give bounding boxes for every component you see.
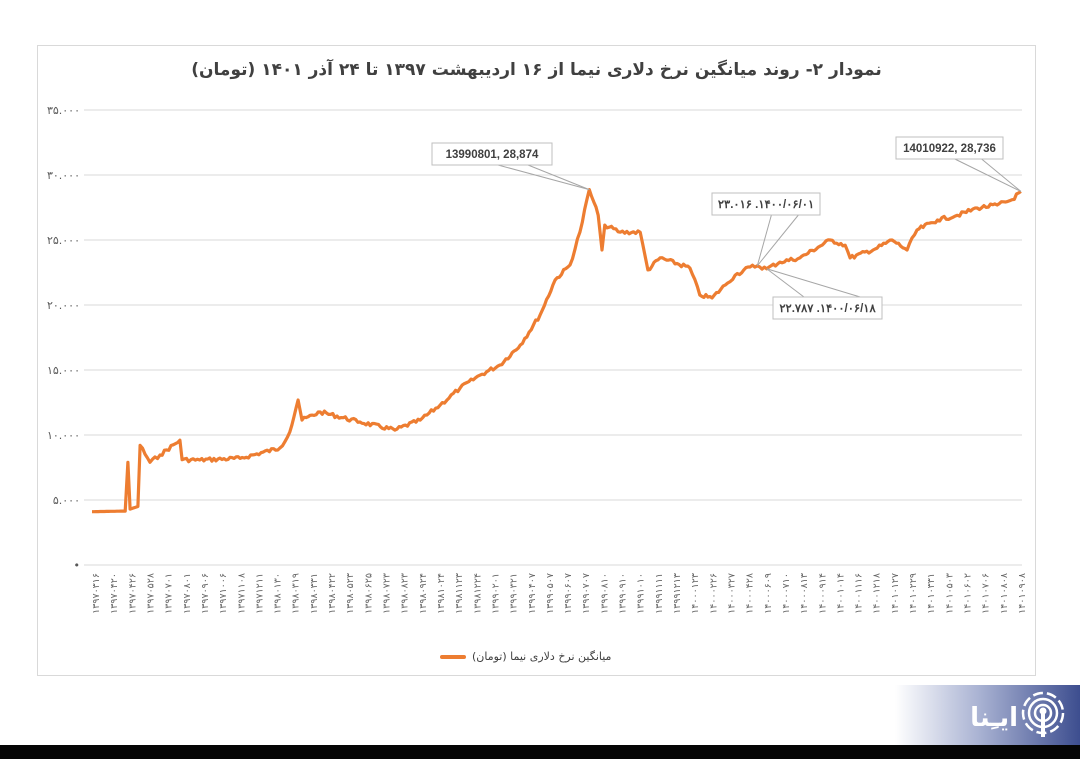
x-tick-label: ۱۴۰۰۰۶۰۹ (763, 573, 774, 614)
x-tick-label: ۱۳۹۸۰۸۲۳ (400, 573, 411, 614)
bottom-bar (0, 745, 1080, 759)
x-tick-label: ۱۳۹۹۱۰۱۰ (636, 573, 647, 614)
x-tick-label: ۱۴۰۰۱۱۱۶ (854, 573, 865, 614)
x-tick-label: ۱۴۰۱۰۱۲۷ (890, 573, 901, 614)
chart-plot: • ۵.۰۰۰ ۱۰.۰۰۰ ۱۵.۰۰۰ ۲۰.۰۰۰ ۲۵.۰۰۰ ۳۰.۰۰۰ ۳۵.۰… (47, 104, 1028, 614)
x-tick-label: ۱۳۹۸۰۵۲۳ (345, 573, 356, 614)
x-tick-label: ۱۳۹۹۰۴۰۷ (527, 573, 538, 614)
chart-title: نمودار ۲- روند میانگین نرخ دلاری نیما از… (191, 60, 882, 80)
x-tick-label: ۱۴۰۱۰۵۰۳ (944, 573, 955, 614)
x-tick-label: ۱۳۹۹۰۳۲۱ (509, 573, 520, 614)
x-tick-label: ۱۳۹۷۱۲۱۱ (254, 573, 265, 614)
x-tick-label: ۱۳۹۹۰۷۰۷ (581, 573, 592, 614)
x-tick-label: ۱۳۹۸۰۹۲۴ (418, 573, 429, 614)
legend-label: میانگین نرخ دلاری نیما (تومان) (472, 650, 612, 663)
x-tick-label: ۱۴۰۰۰۴۲۸ (745, 573, 756, 614)
legend-swatch (440, 654, 466, 659)
x-tick-label: ۱۳۹۷۰۳۱۶ (91, 573, 102, 614)
x-tick-label: ۱۳۹۷۰۴۲۰ (109, 573, 120, 614)
x-tick-label: ۱۳۹۹۰۶۰۷ (563, 573, 574, 614)
y-tick-label: ۳۰.۰۰۰ (47, 169, 80, 182)
x-tick-label: ۱۳۹۹۰۸۱۰ (599, 573, 610, 614)
series-line (92, 188, 1022, 514)
annotation-box (772, 296, 883, 320)
logo-text: ایـِنا (970, 703, 1018, 733)
x-tick-label: ۱۳۹۸۱۱۲۳ (454, 573, 465, 614)
x-tick-label: ۱۴۰۰۰۱۲۳ (690, 573, 701, 614)
x-tick-label: ۱۳۹۷۰۵۲۸ (145, 573, 156, 614)
x-tick-label: ۱۴۰۱۰۲۲۹ (908, 573, 919, 614)
x-tick-label: ۱۳۹۷۱۱۰۸ (236, 573, 247, 614)
x-tick-label: ۱۴۰۱۰۳۳۱ (926, 573, 937, 614)
x-tick-label: ۱۴۰۰۰۳۲۷ (726, 573, 737, 614)
annotation-leader (756, 214, 799, 267)
x-tick-label: ۱۴۰۰۰۷۱۰ (781, 573, 792, 614)
x-tick-label: ۱۳۹۸۱۲۲۴ (472, 573, 483, 614)
annotation-leader (954, 158, 1022, 192)
x-tick-label: ۱۴۰۱۰۷۰۶ (981, 573, 992, 614)
x-tick-label: ۱۳۹۷۰۴۲۶ (127, 573, 138, 614)
x-tick-label: ۱۳۹۸۰۴۲۲ (327, 573, 338, 614)
x-tick-label: ۱۳۹۹۱۱۱۱ (654, 573, 665, 614)
y-tick-label: ۳۵.۰۰۰ (47, 104, 80, 117)
x-tick-label: ۱۴۰۱۰۹۰۸ (1017, 573, 1028, 614)
legend: میانگین نرخ دلاری نیما (تومان) (440, 650, 611, 663)
x-tick-label: ۱۳۹۸۰۳۳۱ (309, 573, 320, 614)
x-tick-label: ۱۴۰۱۰۸۰۸ (999, 573, 1010, 614)
y-tick-label: ۱۵.۰۰۰ (47, 364, 80, 377)
x-tick-label: ۱۴۰۰۰۹۱۴ (817, 573, 828, 614)
annotation-box (895, 136, 1004, 160)
y-tick-label: ۲۰.۰۰۰ (47, 299, 80, 312)
y-tick-label: ۱۰.۰۰۰ (47, 429, 80, 442)
x-tick-label: ۱۳۹۷۱۰۰۶ (218, 573, 229, 614)
x-tick-label: ۱۳۹۹۰۹۱۰ (618, 573, 629, 614)
x-tick-label: ۱۳۹۸۰۱۳۰ (273, 573, 284, 614)
annotation-leader (527, 164, 590, 191)
x-tick-label: ۱۴۰۰۱۲۱۸ (872, 573, 883, 614)
x-tick-label: ۱۳۹۹۰۲۰۱ (490, 573, 501, 614)
annotation-label: 14010922, 28,736 (903, 143, 996, 155)
y-tick-label: ۵.۰۰۰ (53, 494, 80, 507)
broadcast-icon (1021, 691, 1065, 737)
annotation-box (431, 142, 553, 166)
annotation-label: 13990801, 28,874 (446, 149, 539, 161)
annotation-label: ۲۲.۷۸۷ .۱۴۰۰/۰۶/۱۸ (779, 303, 876, 315)
x-tick-label: ۱۳۹۸۱۰۲۴ (436, 573, 447, 614)
x-tick-label: ۱۳۹۸۰۷۲۳ (382, 573, 393, 614)
x-tick-label: ۱۳۹۷۰۹۰۶ (200, 573, 211, 614)
annotation-leader (981, 158, 1022, 192)
x-tick-label: ۱۳۹۹۰۵۰۷ (545, 573, 556, 614)
x-tick-label: ۱۴۰۰۰۸۱۳ (799, 573, 810, 614)
x-tick-label: ۱۳۹۸۰۶۲۵ (363, 573, 374, 614)
x-tick-label: ۱۴۰۱۰۶۰۲ (963, 573, 974, 614)
x-tick-label: ۱۴۰۰۱۰۱۴ (835, 573, 846, 614)
x-tick-label: ۱۳۹۷۰۷۰۱ (164, 573, 175, 614)
annotation-leader (766, 268, 861, 298)
annotation-leader (497, 164, 590, 191)
x-tick-label: ۱۳۹۸۰۳۱۹ (291, 573, 302, 614)
x-tick-label: ۱۴۰۰۰۲۲۶ (708, 573, 719, 614)
y-tick-label: ۲۵.۰۰۰ (47, 234, 80, 247)
logo: ایـِنا (895, 685, 1080, 745)
x-tick-label: ۱۳۹۹۱۲۱۳ (672, 573, 683, 614)
y-tick-label: • (74, 559, 81, 572)
annotation-label: ۲۳.۰۱۶ .۱۴۰۰/۰۶/۰۱ (718, 199, 814, 211)
annotation-box (711, 192, 821, 216)
annotation-leader (756, 214, 772, 266)
x-tick-label: ۱۳۹۷۰۸۰۱ (182, 573, 193, 614)
